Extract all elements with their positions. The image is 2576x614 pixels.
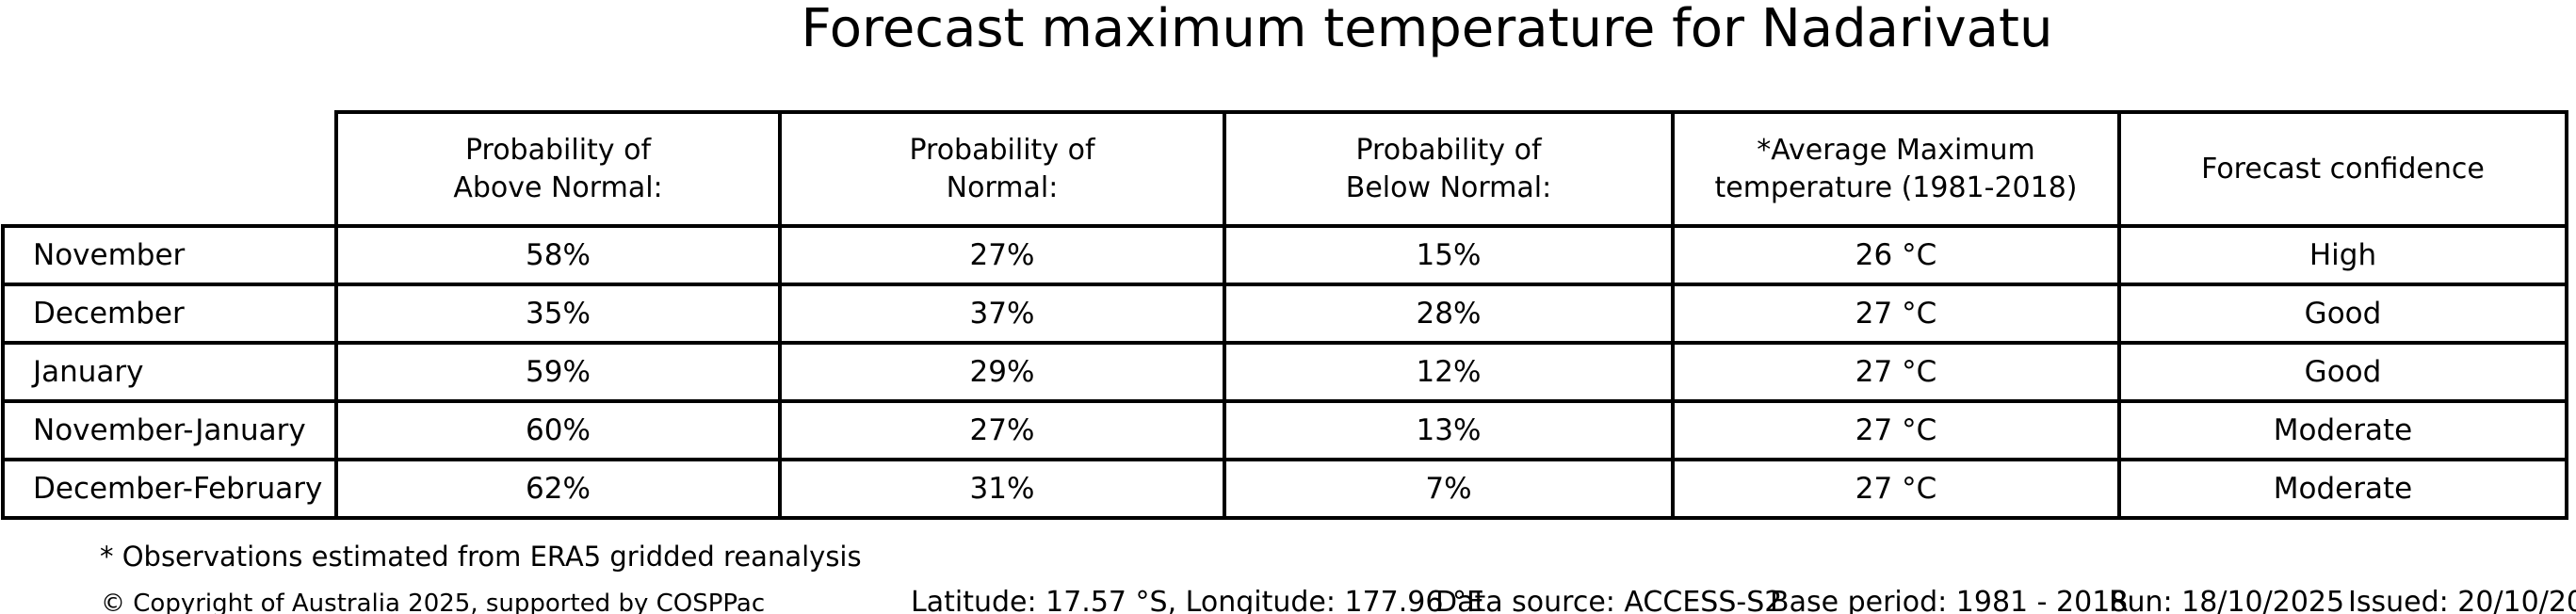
forecast-confidence-cell: Good [2117, 283, 2568, 345]
forecast-confidence-cell: High [2117, 224, 2568, 286]
average-max-temperature-cell: 26 °C [1671, 224, 2121, 286]
row-label-cell: December [1, 283, 338, 345]
above-normal-cell: 35% [334, 283, 782, 345]
table-row-november: November 58% 27% 15% 26 °C High [1, 224, 2568, 286]
copyright-text: © Copyright of Australia 2025, supported… [101, 590, 766, 614]
below-normal-cell: 7% [1223, 458, 1675, 520]
below-normal-cell: 15% [1223, 224, 1675, 286]
average-max-temperature-cell: 27 °C [1671, 341, 2121, 403]
normal-cell: 29% [778, 341, 1226, 403]
column-header-normal: Probability of Normal: [778, 110, 1226, 228]
column-header-below-normal: Probability of Below Normal: [1223, 110, 1675, 228]
average-max-temperature-cell: 27 °C [1671, 283, 2121, 345]
forecast-confidence-cell: Moderate [2117, 458, 2568, 520]
issued-date-text: Issued: 20/10/2025 [2348, 586, 2576, 614]
table-row-november-january: November-January 60% 27% 13% 27 °C Moder… [1, 399, 2568, 461]
era5-footnote: * Observations estimated from ERA5 gridd… [100, 541, 862, 573]
above-normal-cell: 60% [334, 399, 782, 461]
table-row-january: January 59% 29% 12% 27 °C Good [1, 341, 2568, 403]
column-header-average-max-temperature: *Average Maximum temperature (1981-2018) [1671, 110, 2121, 228]
location-text: Latitude: 17.57 °S, Longitude: 177.96 °E [911, 586, 1484, 614]
column-header-above-normal: Probability of Above Normal: [334, 110, 782, 228]
row-label-cell: December-February [1, 458, 338, 520]
above-normal-cell: 59% [334, 341, 782, 403]
data-source-text: Data source: ACCESS-S2 [1435, 586, 1783, 614]
figure-title: Forecast maximum temperature for Nadariv… [801, 0, 2053, 59]
row-label-cell: November-January [1, 399, 338, 461]
forecast-table: Probability of Above Normal: Probability… [1, 110, 2568, 520]
header-row: Probability of Above Normal: Probability… [3, 110, 2568, 228]
above-normal-cell: 62% [334, 458, 782, 520]
table-row-december-february: December-February 62% 31% 7% 27 °C Moder… [1, 458, 2568, 520]
normal-cell: 31% [778, 458, 1226, 520]
normal-cell: 37% [778, 283, 1226, 345]
forecast-confidence-cell: Moderate [2117, 399, 2568, 461]
forecast-confidence-cell: Good [2117, 341, 2568, 403]
below-normal-cell: 28% [1223, 283, 1675, 345]
column-header-forecast-confidence: Forecast confidence [2117, 110, 2568, 228]
below-normal-cell: 13% [1223, 399, 1675, 461]
run-date-text: Run: 18/10/2025 [2109, 586, 2345, 614]
normal-cell: 27% [778, 399, 1226, 461]
below-normal-cell: 12% [1223, 341, 1675, 403]
average-max-temperature-cell: 27 °C [1671, 399, 2121, 461]
row-label-cell: January [1, 341, 338, 403]
average-max-temperature-cell: 27 °C [1671, 458, 2121, 520]
base-period-text: Base period: 1981 - 2018 [1770, 586, 2129, 614]
table-row-december: December 35% 37% 28% 27 °C Good [1, 283, 2568, 345]
above-normal-cell: 58% [334, 224, 782, 286]
normal-cell: 27% [778, 224, 1226, 286]
corner-cell [3, 112, 336, 226]
row-label-cell: November [1, 224, 338, 286]
